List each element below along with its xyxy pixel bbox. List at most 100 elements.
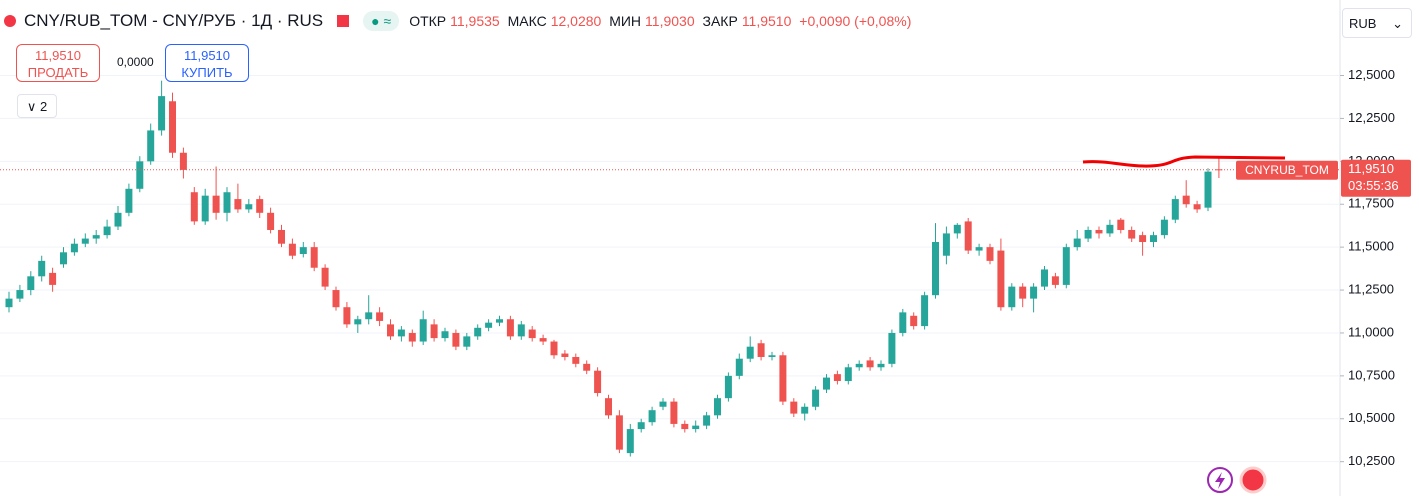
candle-body <box>942 233 950 256</box>
buy-button[interactable]: 11,9510 КУПИТЬ <box>165 44 249 82</box>
candle-body <box>408 332 416 342</box>
market-status <box>337 15 350 27</box>
candle-body <box>103 226 111 236</box>
candle-body <box>1041 269 1048 287</box>
candle-body <box>517 324 525 337</box>
currency-select[interactable]: RUB ⌄ <box>1342 8 1412 38</box>
candle-body <box>779 355 787 402</box>
candle-body <box>60 252 67 265</box>
candle-body <box>506 319 514 337</box>
candle-body <box>158 96 166 131</box>
flag-icon[interactable] <box>1239 466 1267 494</box>
candle-body <box>899 312 907 333</box>
candle-body <box>256 199 264 213</box>
candle-body <box>844 367 852 382</box>
realtime-badge: ● ≈ <box>363 11 400 31</box>
candle-body <box>823 377 830 390</box>
candle-body <box>539 338 547 342</box>
symbol[interactable]: CNY/RUB_TOM - CNY/РУБ · 1Д · RUS <box>24 11 324 30</box>
y-tick-label: 11,7500 <box>1348 196 1394 211</box>
candle-body <box>376 312 384 321</box>
buy-price: 11,9510 <box>183 48 231 63</box>
candle-body <box>114 212 122 227</box>
y-tick-label: 11,5000 <box>1348 239 1394 254</box>
candle-body <box>125 188 133 213</box>
candle-body <box>1117 219 1125 230</box>
candle-body <box>986 247 994 261</box>
currency: RUB <box>1349 16 1377 31</box>
countdown: 03:55:36 <box>1348 178 1399 193</box>
high-value: 12,0280 <box>550 13 602 29</box>
candle-body <box>70 243 78 253</box>
sell-button[interactable]: 11,9510 ПРОДАТЬ <box>16 44 100 82</box>
candle-body <box>746 346 754 359</box>
candle-body <box>1051 276 1059 285</box>
candle-body <box>910 315 918 327</box>
candles <box>5 80 1223 457</box>
y-tick-label: 10,7500 <box>1348 367 1395 382</box>
hand-drawn-line <box>1082 155 1286 168</box>
candle-body <box>485 322 493 328</box>
candle-body <box>921 295 929 327</box>
open-label: ОТКР <box>409 13 447 29</box>
candle-body <box>169 101 176 153</box>
candle-body <box>1204 171 1212 208</box>
ohlc: ОТКР 11,9535 МАКС 12,0280 МИН 11,9030 ЗАКР 1… <box>409 13 915 29</box>
candle-body <box>953 224 961 234</box>
candle-body <box>16 290 24 299</box>
candle-body <box>234 199 242 210</box>
overlay: CNYRUB_TOM 11,9510 03:55:36 <box>0 159 1411 197</box>
candle-body <box>703 415 711 426</box>
candle-body <box>278 229 285 244</box>
lightning-glyph <box>1215 472 1225 489</box>
candle-body <box>1171 199 1179 220</box>
indicators-toggle[interactable]: ∨ 2 <box>17 94 57 118</box>
y-tick-label: 12,5000 <box>1348 67 1395 82</box>
candle-body <box>1030 286 1038 299</box>
close-value: 11,9510 <box>741 13 792 29</box>
candle-body <box>1095 229 1103 234</box>
buy-label: КУПИТЬ <box>181 65 233 80</box>
candle-body <box>463 336 471 347</box>
candle-body <box>1139 235 1147 242</box>
candle-body <box>190 192 198 222</box>
candle-body <box>833 374 841 382</box>
low-value: 11,9030 <box>645 13 695 29</box>
candle-body <box>572 356 580 364</box>
candle-body <box>975 247 983 251</box>
candle-body <box>681 423 689 430</box>
candle-body <box>245 204 253 210</box>
candle-body <box>343 307 351 325</box>
candle-body <box>1008 286 1016 308</box>
y-tick-label: 11,2500 <box>1348 281 1394 296</box>
change: +0,0090 (+0,08%) <box>799 13 912 29</box>
symbol-label: CNYRUB_TOM <box>1245 163 1329 177</box>
candle-body <box>866 360 874 368</box>
candle-body <box>310 247 318 268</box>
candle-body <box>648 410 656 423</box>
candle-body <box>1062 247 1070 285</box>
candle-body <box>659 401 667 407</box>
price-label: 11,9510 <box>1348 161 1394 176</box>
y-tick-label: 12,2500 <box>1348 110 1395 125</box>
candle-body <box>768 355 776 357</box>
candle-body <box>397 329 405 337</box>
candle-body <box>496 319 503 323</box>
candle-body <box>1128 229 1136 239</box>
chevron: ⌄ <box>1392 16 1403 31</box>
candle-body <box>1182 195 1190 205</box>
candle-body <box>888 332 896 364</box>
candle-body <box>714 398 721 416</box>
candle-body <box>1160 219 1168 236</box>
candle-body <box>964 221 972 251</box>
open-value: 11,9535 <box>450 13 500 29</box>
sell-label: ПРОДАТЬ <box>27 65 89 80</box>
indicators-count: 2 <box>39 99 48 114</box>
candle-body <box>790 401 798 414</box>
y-tick-label: 10,2500 <box>1348 453 1395 468</box>
candle-body <box>1193 204 1201 210</box>
candle-body <box>201 195 209 222</box>
candle-body <box>27 276 35 291</box>
candle-body <box>430 324 438 339</box>
candle-body <box>605 398 612 416</box>
